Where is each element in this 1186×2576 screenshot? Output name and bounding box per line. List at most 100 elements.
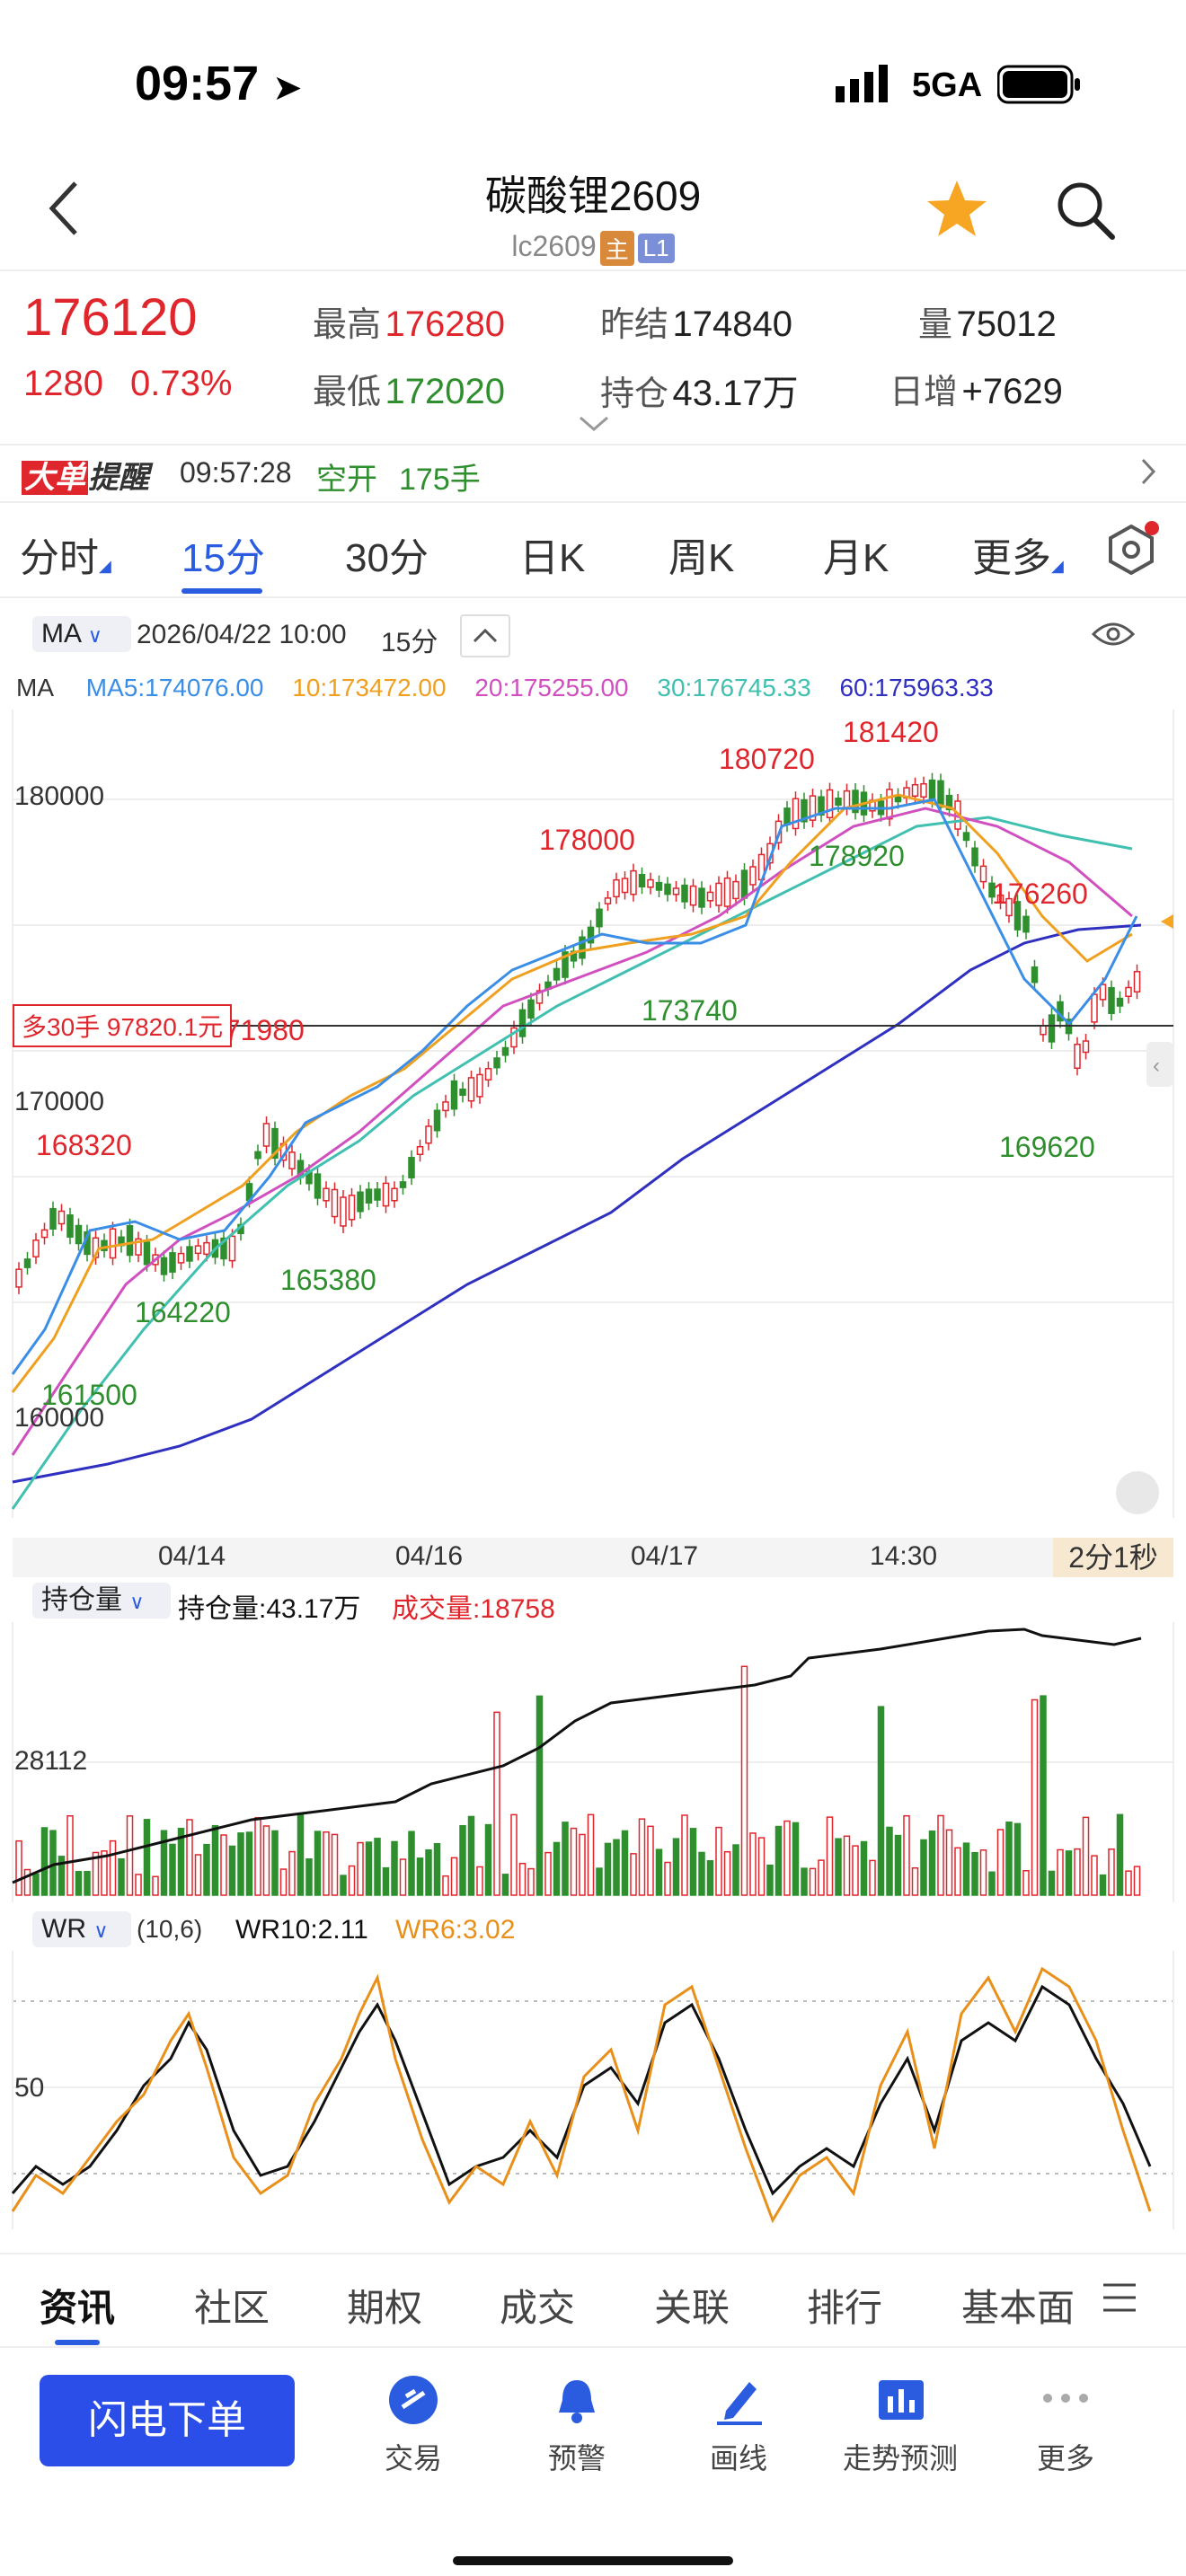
- flash-order-button[interactable]: 闪电下单: [40, 2375, 295, 2466]
- expand-chevron-icon[interactable]: [579, 415, 609, 437]
- candle: [689, 885, 697, 906]
- more-dots-icon[interactable]: [1040, 2389, 1091, 2412]
- price-change-pct: 0.73%: [130, 364, 233, 403]
- volume-bar: [1116, 1813, 1124, 1896]
- tab-news[interactable]: 资讯: [40, 2278, 115, 2345]
- volume-bar: [467, 1815, 475, 1896]
- volume-bar: [971, 1851, 978, 1896]
- time-label-4: 14:30: [870, 1541, 938, 1571]
- candle: [621, 878, 629, 894]
- candle: [262, 1123, 270, 1147]
- level-tag: L1: [637, 234, 675, 264]
- annotation-178920: 178920: [809, 840, 905, 872]
- candle: [1031, 966, 1039, 984]
- nav-more-label[interactable]: 更多: [1036, 2442, 1094, 2475]
- favorite-star-icon[interactable]: [925, 178, 988, 245]
- nav-draw-label[interactable]: 画线: [709, 2442, 767, 2475]
- indicator-selector[interactable]: MA ∨: [32, 616, 131, 652]
- bell-icon[interactable]: [552, 2375, 602, 2430]
- chart-settings-icon[interactable]: [1102, 521, 1161, 585]
- volume-bar: [579, 1833, 586, 1896]
- tab-timeshare[interactable]: 分时◢: [20, 536, 111, 580]
- search-icon[interactable]: [1055, 180, 1118, 247]
- volume-chart[interactable]: 28112: [0, 1622, 1186, 1902]
- tab-30min[interactable]: 30分: [345, 536, 429, 580]
- tab-daily[interactable]: 日K: [519, 536, 586, 580]
- eye-icon[interactable]: [1091, 618, 1136, 655]
- candle: [1099, 984, 1107, 1001]
- candle: [1091, 993, 1098, 1023]
- candle: [553, 967, 561, 981]
- tab-options[interactable]: 期权: [347, 2287, 423, 2329]
- price-change: 1280: [23, 364, 103, 403]
- volume-bar: [792, 1822, 800, 1896]
- volume-bar: [510, 1813, 518, 1896]
- fullscreen-icon[interactable]: [1116, 1471, 1159, 1514]
- volume-bar: [58, 1856, 66, 1896]
- volume-bar: [305, 1858, 313, 1896]
- candle: [518, 1009, 527, 1037]
- volume-bar: [288, 1850, 296, 1896]
- tab-fundamentals[interactable]: 基本面: [961, 2287, 1075, 2329]
- volume-bar: [237, 1832, 244, 1896]
- volume-bar: [1065, 1850, 1073, 1896]
- volume-bar: [1091, 1855, 1098, 1896]
- wr-chart[interactable]: 50: [0, 1951, 1186, 2229]
- candle: [596, 908, 603, 928]
- volume-bar: [323, 1831, 330, 1896]
- collapse-side-button[interactable]: [1146, 1042, 1173, 1087]
- kline-chart[interactable]: 180000 170000 160000 168320 164220 16538…: [0, 710, 1186, 1536]
- candle: [58, 1210, 66, 1225]
- header-divider: [0, 269, 1186, 271]
- tab-15min[interactable]: 15分: [181, 525, 265, 594]
- volume-bar: [442, 1875, 449, 1896]
- volume-bar: [535, 1695, 544, 1896]
- oi-axis-label: 28112: [14, 1746, 87, 1776]
- draw-line-icon[interactable]: [713, 2375, 764, 2430]
- candle: [169, 1252, 176, 1273]
- wr-selector[interactable]: WR ∨: [32, 1911, 131, 1947]
- trade-icon[interactable]: [388, 2375, 438, 2430]
- nav-alert-label[interactable]: 预警: [547, 2442, 606, 2475]
- candle: [801, 798, 808, 823]
- alert-bar[interactable]: 大单提醒 09:57:28 空开 175手: [0, 447, 1186, 498]
- nav-trade-label[interactable]: 交易: [384, 2442, 442, 2475]
- nav-forecast-label[interactable]: 走势预测: [842, 2442, 958, 2475]
- volume-bar: [211, 1824, 219, 1896]
- candle: [886, 789, 893, 820]
- collapse-button[interactable]: [460, 614, 510, 657]
- candle: [109, 1228, 117, 1259]
- oi-selector[interactable]: 持仓量 ∨: [32, 1583, 171, 1619]
- volume-bar: [476, 1866, 483, 1896]
- volume-bar: [715, 1826, 722, 1896]
- candle: [1074, 1043, 1081, 1070]
- candle: [988, 882, 996, 898]
- contract-code: lc2609 主 L1: [0, 230, 1186, 267]
- candle: [715, 882, 722, 906]
- tab-monthly[interactable]: 月K: [823, 536, 890, 580]
- candle: [467, 1077, 475, 1102]
- back-button[interactable]: [47, 180, 83, 242]
- volume-bar: [433, 1842, 441, 1896]
- menu-icon[interactable]: [1102, 2281, 1137, 2318]
- tab-weekly[interactable]: 周K: [668, 536, 735, 580]
- candle: [399, 1181, 407, 1188]
- tab-community[interactable]: 社区: [194, 2287, 270, 2329]
- tab-more[interactable]: 更多◢: [972, 536, 1064, 580]
- tab-trades[interactable]: 成交: [500, 2287, 576, 2329]
- candle: [740, 869, 748, 899]
- candle: [408, 1157, 415, 1178]
- volume-bar: [911, 1866, 919, 1896]
- candle: [945, 794, 953, 811]
- volume-bar: [450, 1857, 458, 1896]
- open-interest-line: [12, 1628, 1142, 1884]
- tab-ranking[interactable]: 排行: [807, 2287, 883, 2329]
- volume-bar: [562, 1822, 569, 1896]
- volume-bar: [630, 1853, 637, 1896]
- candle: [962, 832, 970, 842]
- forecast-icon[interactable]: [875, 2375, 927, 2430]
- candle: [1048, 1014, 1056, 1043]
- tab-related[interactable]: 关联: [654, 2287, 730, 2329]
- candle: [672, 887, 680, 895]
- candle: [484, 1068, 492, 1081]
